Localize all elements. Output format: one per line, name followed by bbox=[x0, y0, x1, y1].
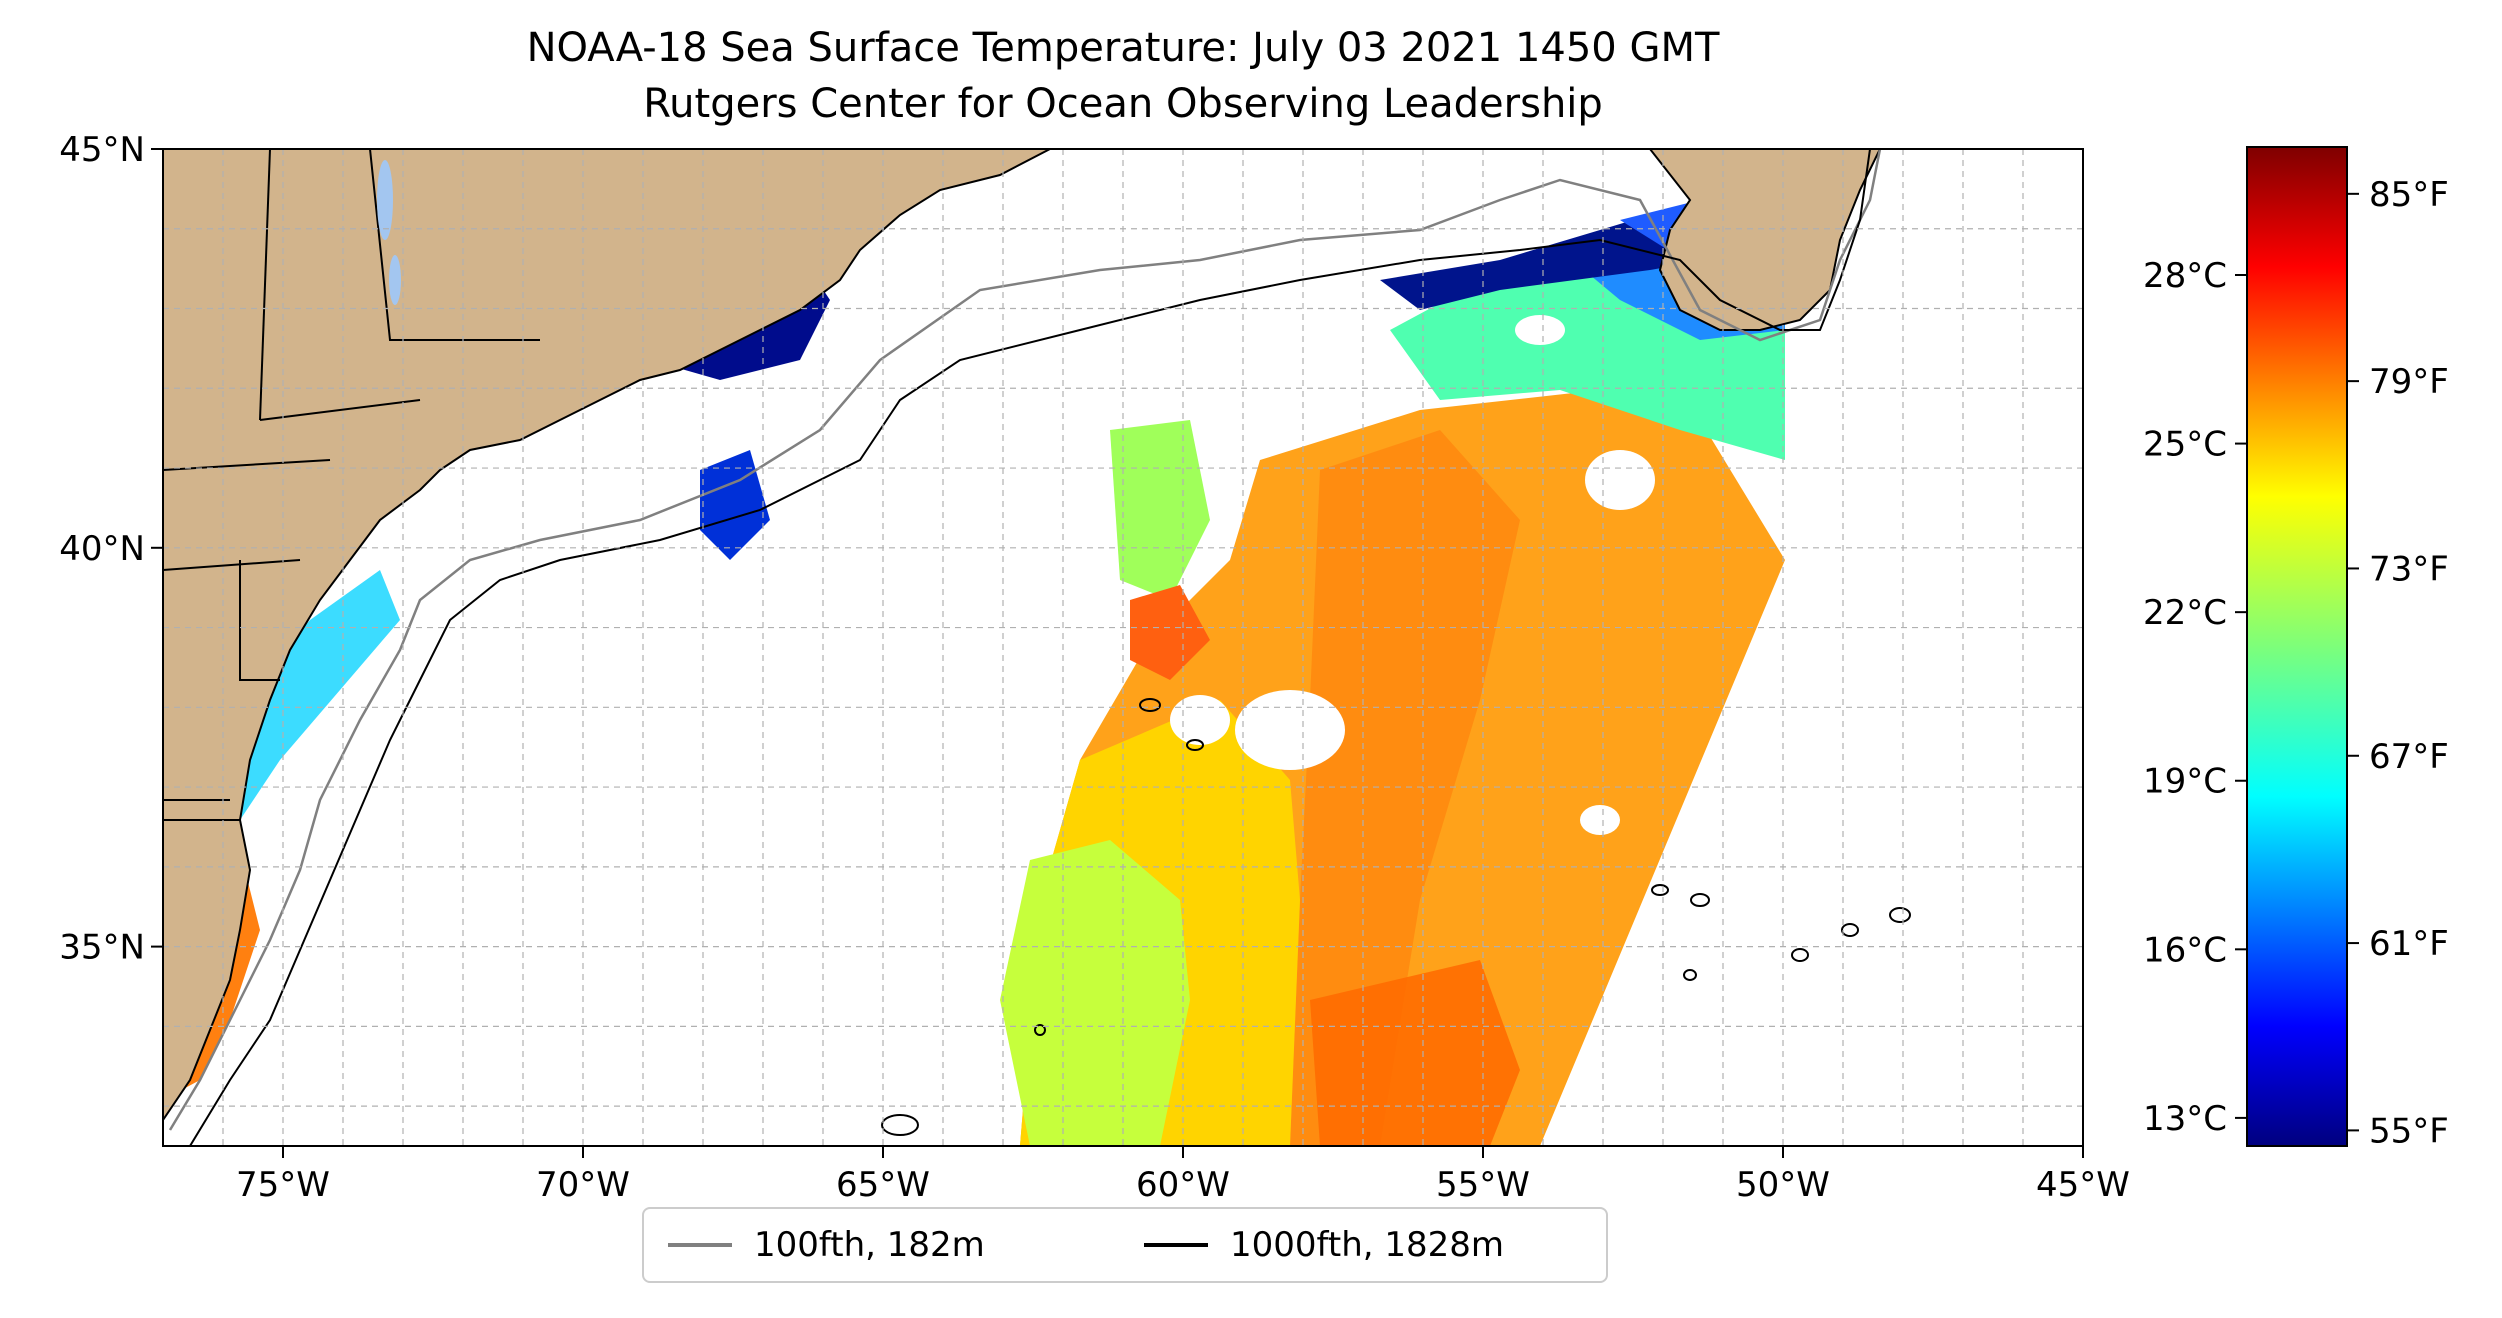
sst-green-south bbox=[1000, 840, 1190, 1146]
contour-1000fth bbox=[189, 149, 1871, 1146]
celsius-tick-label: 25°C bbox=[2143, 425, 2227, 465]
longitude-axis: 75°W 70°W 65°W 60°W 55°W 50°W 45°W bbox=[236, 1146, 2130, 1205]
cloud-gap bbox=[1235, 690, 1345, 770]
cloud-gap bbox=[1170, 695, 1230, 745]
fahrenheit-tick-label: 61°F bbox=[2369, 924, 2449, 964]
legend-entry-100fth: 100fth, 182m bbox=[668, 1225, 985, 1265]
lon-tick-label: 75°W bbox=[236, 1165, 330, 1205]
map-plot-area bbox=[163, 149, 2083, 1146]
state-borders bbox=[163, 149, 540, 821]
legend-label-1000fth: 1000fth, 1828m bbox=[1230, 1225, 1505, 1265]
legend-entry-1000fth: 1000fth, 1828m bbox=[1144, 1225, 1504, 1265]
sst-coastal-cool bbox=[240, 570, 400, 820]
sst-green-west bbox=[1110, 420, 1210, 600]
fahrenheit-tick-label: 85°F bbox=[2369, 175, 2449, 215]
chart-title: NOAA-18 Sea Surface Temperature: July 03… bbox=[526, 25, 1720, 71]
legend-swatch-1000fth bbox=[1144, 1243, 1208, 1247]
lon-tick-label: 55°W bbox=[1436, 1165, 1530, 1205]
map-frame bbox=[162, 148, 2084, 1147]
contour-100fth bbox=[168, 149, 1882, 1131]
sst-hot-patch bbox=[1130, 585, 1210, 680]
lat-tick-label: 40°N bbox=[59, 529, 145, 569]
celsius-tick-label: 13°C bbox=[2143, 1099, 2227, 1139]
legend-swatch-100fth bbox=[668, 1243, 732, 1247]
celsius-tick-label: 28°C bbox=[2143, 256, 2227, 296]
colorbar bbox=[2246, 146, 2348, 1147]
sst-nantucket-cold bbox=[700, 450, 770, 560]
lat-tick-label: 45°N bbox=[59, 130, 145, 170]
legend: 100fth, 182m 1000fth, 1828m bbox=[642, 1207, 1608, 1283]
latitude-axis: 45°N 40°N 35°N bbox=[59, 130, 163, 968]
sst-orange-band bbox=[1290, 430, 1520, 1146]
chart-subtitle: Rutgers Center for Ocean Observing Leade… bbox=[643, 81, 1603, 127]
cloud-gap bbox=[1585, 450, 1655, 510]
colorbar-fahrenheit-axis: 85°F 79°F 73°F 67°F 61°F 55°F bbox=[2347, 175, 2449, 1151]
fahrenheit-tick-label: 79°F bbox=[2369, 362, 2449, 402]
cloud-gap bbox=[1580, 805, 1620, 835]
gridlines bbox=[163, 149, 2083, 1146]
lat-tick-label: 35°N bbox=[59, 928, 145, 968]
lon-tick-label: 45°W bbox=[2036, 1165, 2130, 1205]
seamount-contours bbox=[881, 698, 1911, 1136]
lon-tick-label: 70°W bbox=[536, 1165, 630, 1205]
legend-label-100fth: 100fth, 182m bbox=[754, 1225, 985, 1265]
lon-tick-label: 65°W bbox=[836, 1165, 930, 1205]
land-nova-scotia bbox=[1648, 149, 1882, 331]
fahrenheit-tick-label: 55°F bbox=[2369, 1111, 2449, 1151]
celsius-tick-label: 16°C bbox=[2143, 930, 2227, 970]
land-mainland bbox=[163, 149, 1051, 1122]
colorbar-celsius-axis: 28°C 25°C 22°C 19°C 16°C 13°C bbox=[2143, 256, 2247, 1139]
celsius-tick-label: 22°C bbox=[2143, 593, 2227, 633]
celsius-tick-label: 19°C bbox=[2143, 762, 2227, 802]
lon-tick-label: 60°W bbox=[1136, 1165, 1230, 1205]
fahrenheit-tick-label: 67°F bbox=[2369, 737, 2449, 777]
fahrenheit-tick-label: 73°F bbox=[2369, 549, 2449, 589]
lakes bbox=[377, 160, 401, 305]
sst-swath bbox=[1000, 200, 1785, 1146]
cloud-gap bbox=[1515, 315, 1565, 345]
lon-tick-label: 50°W bbox=[1736, 1165, 1830, 1205]
